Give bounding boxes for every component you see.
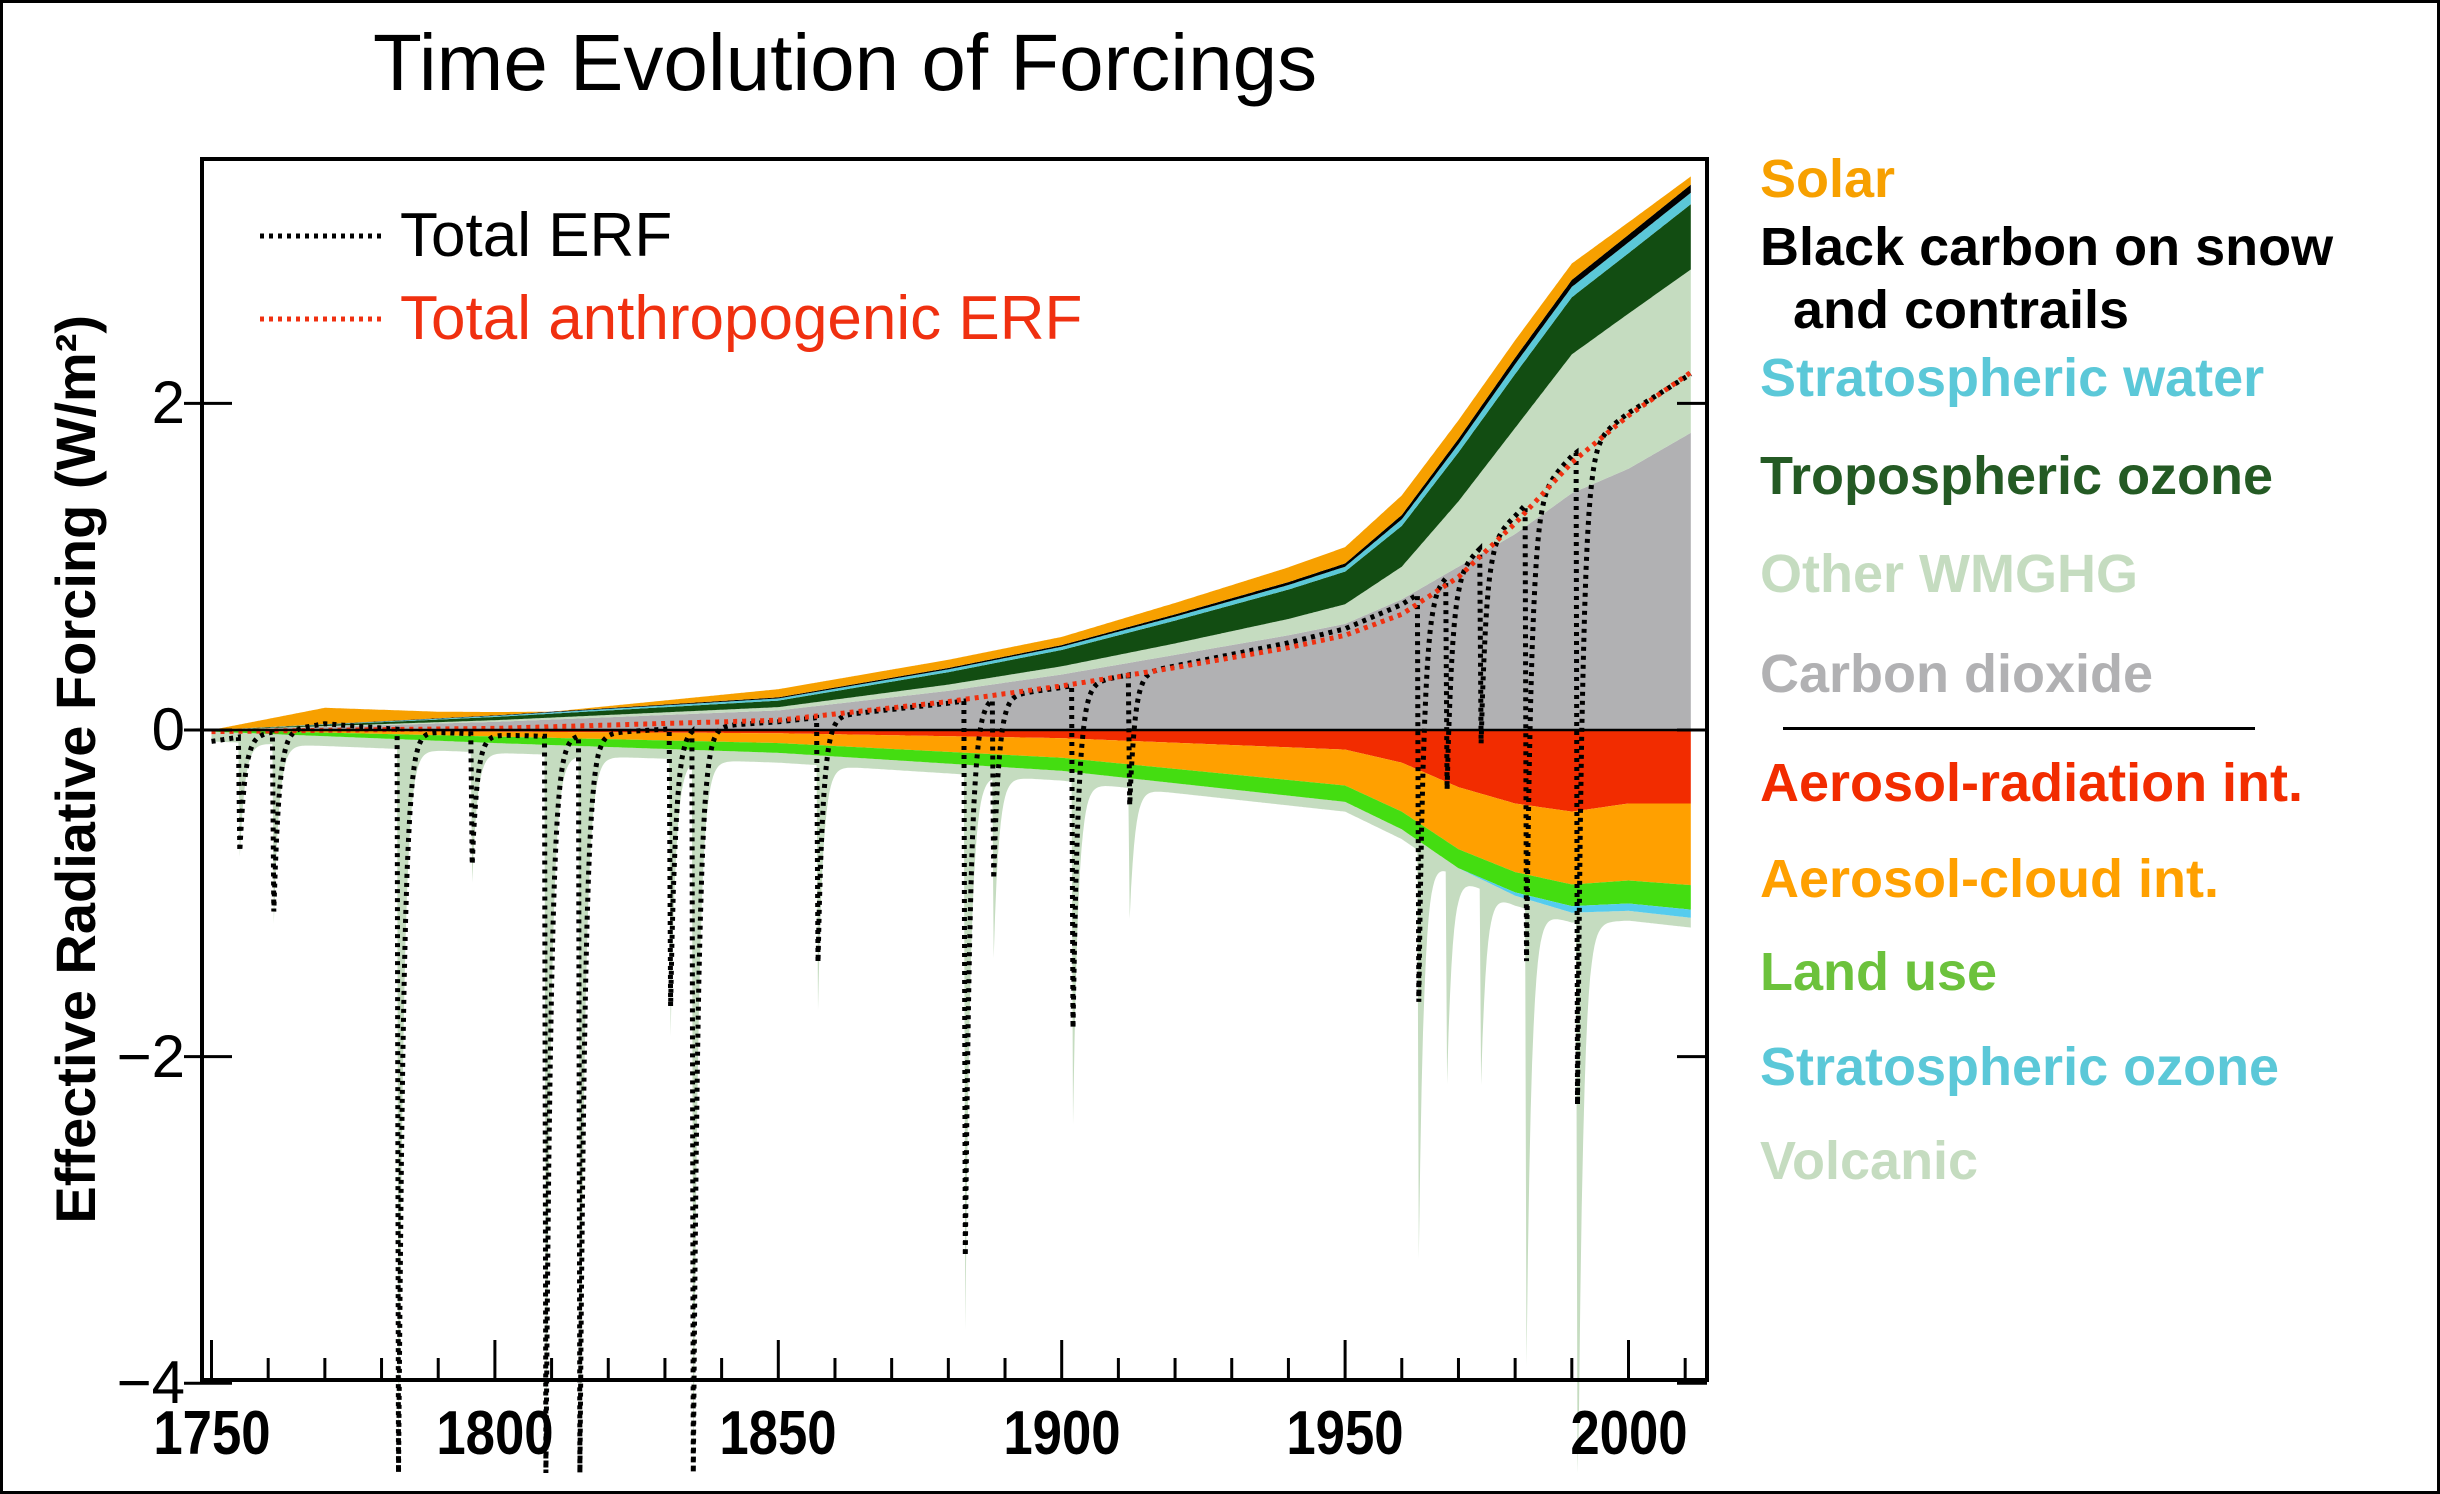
- legend-item-aerosol-cloud-int: Aerosol-cloud int.: [1760, 849, 2219, 909]
- legend-item-solar: Solar: [1760, 149, 1896, 209]
- x-tick-label: 1900: [1003, 1399, 1121, 1468]
- y-tick-label: 0: [151, 696, 185, 763]
- line-total-erf: [211, 371, 1693, 1473]
- y-tick-label: −4: [116, 1349, 185, 1417]
- inset-legend-label: Total ERF: [400, 201, 673, 270]
- x-tick-label: 1850: [719, 1399, 837, 1468]
- area-stratospheric-ozone: [211, 731, 1691, 918]
- legend-item-stratospheric-water: Stratospheric water: [1760, 348, 2265, 408]
- x-tick-label: 1950: [1286, 1399, 1404, 1468]
- axes-frame: [200, 157, 1709, 1382]
- area-aerosol-radiation-int: [211, 730, 1691, 812]
- plot-area: [184, 157, 1709, 1473]
- area-aerosol-cloud-int: [211, 730, 1691, 886]
- y-tick-label: 2: [151, 369, 185, 437]
- inset-legend-label: Total anthropogenic ERF: [400, 284, 1083, 353]
- legend-item-other-wmghg: Other WMGHG: [1760, 544, 2138, 604]
- x-tick-label: 1800: [436, 1399, 554, 1468]
- x-tick-label: 1750: [152, 1399, 271, 1468]
- legend-item-black-carbon-on-snow: Black carbon on snow: [1760, 217, 2334, 277]
- chart-title: Time Evolution of Forcings: [373, 18, 1318, 107]
- legend-item-land-use: Land use: [1760, 942, 1998, 1002]
- legend-divider: [1783, 727, 2255, 730]
- legend-item-aerosol-radiation-int: Aerosol-radiation int.: [1760, 753, 2304, 813]
- legend-item-and-contrails: and contrails: [1793, 280, 2130, 340]
- x-tick-label: 2000: [1569, 1399, 1688, 1468]
- series-group: [211, 176, 1693, 1473]
- area-tropospheric-ozone: [211, 204, 1691, 730]
- legend-item-carbon-dioxide: Carbon dioxide: [1760, 644, 2154, 704]
- area-land-use: [211, 730, 1691, 910]
- area-other-wmghg: [211, 269, 1691, 730]
- legend-item-stratospheric-ozone: Stratospheric ozone: [1760, 1037, 2280, 1097]
- legend-item-tropospheric-ozone: Tropospheric ozone: [1760, 446, 2274, 506]
- y-tick-label: −2: [116, 1022, 185, 1090]
- legend-item-volcanic: Volcanic: [1760, 1131, 1979, 1191]
- area-carbon-dioxide: [211, 432, 1691, 730]
